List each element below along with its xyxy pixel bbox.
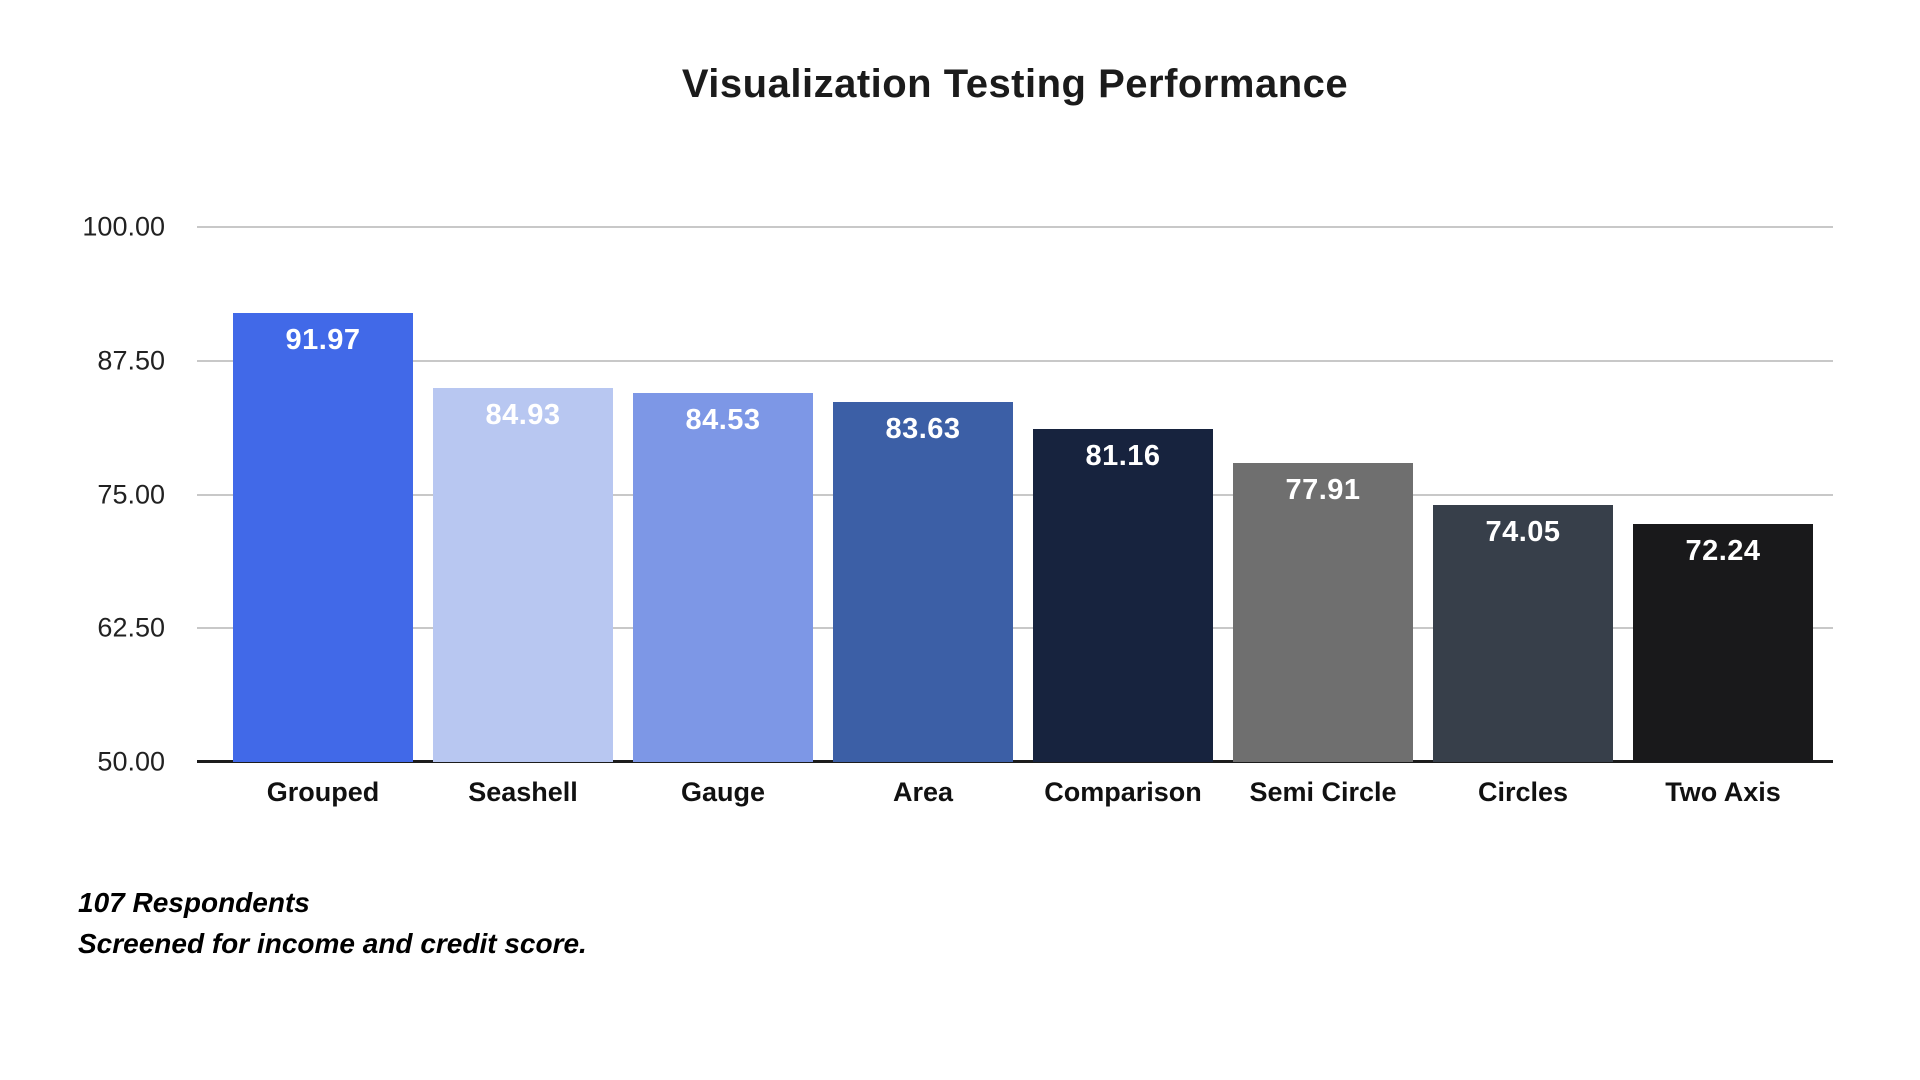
bar-column-area: 83.63 Area bbox=[833, 227, 1013, 807]
bar-column-semi-circle: 77.91 Semi Circle bbox=[1233, 227, 1413, 807]
bar-column-comparison: 81.16 Comparison bbox=[1033, 227, 1213, 807]
x-axis-label: Circles bbox=[1477, 777, 1569, 807]
bar-value-label: 77.91 bbox=[1285, 474, 1361, 507]
y-axis-tick-label: 62.50 bbox=[97, 612, 165, 643]
y-axis: 100.00 87.50 75.00 62.50 50.00 bbox=[0, 212, 165, 777]
bar-seashell[interactable]: 84.93 bbox=[433, 388, 613, 762]
bar-column-two-axis: 72.24 Two Axis bbox=[1633, 227, 1813, 807]
bar-circles[interactable]: 74.05 bbox=[1433, 504, 1613, 762]
bar-value-label: 91.97 bbox=[285, 323, 361, 356]
bar-column-seashell: 84.93 Seashell bbox=[433, 227, 613, 807]
bar-value-label: 84.93 bbox=[485, 399, 561, 432]
y-axis-tick-label: 75.00 bbox=[97, 479, 165, 509]
gridline bbox=[197, 493, 1833, 496]
y-axis-tick-label: 87.50 bbox=[97, 345, 165, 376]
x-axis-line bbox=[197, 760, 1833, 763]
y-axis-tick-label: 50.00 bbox=[97, 746, 165, 777]
x-axis-label: Two Axis bbox=[1665, 777, 1781, 807]
bar-gauge[interactable]: 84.53 bbox=[633, 392, 813, 762]
bar-value-label: 84.53 bbox=[685, 403, 761, 436]
bar-two-axis[interactable]: 72.24 bbox=[1633, 524, 1813, 762]
bar-column-circles: 74.05 Circles bbox=[1433, 227, 1613, 807]
gridline bbox=[197, 627, 1833, 630]
x-axis-label: Gauge bbox=[680, 777, 766, 807]
x-axis-label: Seashell bbox=[468, 777, 578, 807]
bar-value-label: 83.63 bbox=[885, 413, 961, 446]
bar-column-grouped: 91.97 Grouped bbox=[233, 227, 413, 807]
bar-value-label: 81.16 bbox=[1085, 439, 1161, 472]
note-respondents: 107 Respondents bbox=[78, 887, 310, 918]
bar-semi-circle[interactable]: 77.91 bbox=[1233, 463, 1413, 762]
bar-column-gauge: 84.53 Gauge bbox=[633, 227, 813, 807]
plot-area: 91.97 Grouped 84.93 Seashell 84.53 Gauge 83.63… bbox=[197, 226, 1833, 807]
gridline bbox=[197, 359, 1833, 362]
bar-comparison[interactable]: 81.16 bbox=[1033, 428, 1213, 762]
chart-notes: 107 Respondents Screened for income and … bbox=[78, 882, 587, 964]
gridline bbox=[197, 226, 1833, 228]
x-axis-label: Area bbox=[892, 777, 954, 807]
bar-area[interactable]: 83.63 bbox=[833, 402, 1013, 762]
note-screened: Screened for income and credit score. bbox=[78, 928, 587, 959]
x-axis-label: Semi Circle bbox=[1249, 777, 1397, 807]
x-axis-label: Comparison bbox=[1044, 777, 1202, 807]
bar-value-label: 72.24 bbox=[1685, 535, 1761, 568]
bar-value-label: 74.05 bbox=[1485, 515, 1561, 548]
chart-title: Visualization Testing Performance bbox=[681, 62, 1349, 106]
x-axis-label: Grouped bbox=[266, 777, 380, 807]
y-axis-tick-label: 100.00 bbox=[82, 211, 165, 242]
bar-grouped[interactable]: 91.97 bbox=[233, 312, 413, 762]
